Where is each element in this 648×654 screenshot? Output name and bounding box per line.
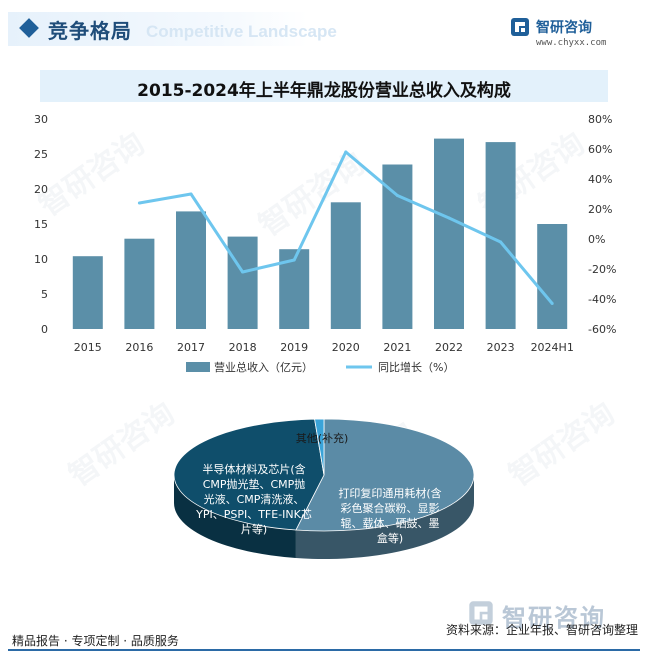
pie-slice	[295, 418, 475, 532]
chart-title-bar: 2015-2024年上半年鼎龙股份营业总收入及构成	[40, 70, 608, 102]
y-left-tick-label: 15	[34, 218, 48, 231]
y-right-tick-label: 20%	[588, 203, 612, 216]
revenue-bar	[330, 202, 361, 329]
revenue-bar	[176, 211, 206, 329]
revenue-composition-pie-chart: 打印复印通用耗材(含彩色聚合碳粉、显影辊、载体、硒鼓、墨盒等) 半导体材料及芯片(…	[173, 418, 475, 559]
data-source: 资料来源：企业年报、智研咨询整理	[445, 623, 638, 637]
page-header: Competitive Landscape 竞争格局 智研咨询 www.chyx…	[0, 0, 648, 62]
pie-slice	[173, 418, 325, 531]
y-right-tick-label: -60%	[588, 323, 616, 336]
growth-point	[344, 150, 348, 154]
footer-slogan: 精品报告 · 专项定制 · 品质服务	[12, 634, 179, 648]
growth-point	[189, 192, 193, 196]
pie-slice-side	[295, 475, 475, 559]
revenue-bar	[434, 138, 464, 329]
section-title: 竞争格局	[48, 19, 132, 43]
growth-point	[447, 216, 451, 220]
legend-label-revenue: 营业总收入（亿元）	[214, 360, 313, 374]
section-ghost-title: Competitive Landscape	[146, 22, 337, 41]
brand-logo-icon	[511, 18, 529, 36]
footer-divider	[8, 649, 640, 651]
pie-slice-side	[174, 475, 296, 559]
y-left-tick-label: 30	[34, 113, 48, 126]
revenue-bar	[485, 142, 516, 329]
growth-point	[292, 258, 296, 262]
y-left-tick-label: 10	[34, 253, 48, 266]
x-tick-label: 2018	[229, 341, 257, 354]
chart-title: 2015-2024年上半年鼎龙股份营业总收入及构成	[137, 81, 511, 101]
footer-brand-logo-icon	[469, 601, 493, 625]
x-tick-label: 2019	[280, 341, 308, 354]
brand-logo-block: 智研咨询 www.chyxx.com	[508, 14, 628, 54]
x-tick-label: 2017	[177, 341, 205, 354]
brand-url: www.chyxx.com	[536, 38, 607, 48]
brand-name: 智研咨询	[536, 20, 592, 36]
growth-point	[395, 194, 399, 197]
x-tick-label: 2024H1	[531, 341, 574, 354]
legend-label-growth: 同比增长（%）	[378, 360, 454, 374]
x-tick-label: 2015	[74, 341, 102, 354]
pie-slice-label: 其他(补充)	[296, 431, 349, 445]
x-tick-label: 2021	[383, 341, 411, 354]
pie-slice	[314, 418, 325, 476]
x-tick-label: 2022	[435, 341, 463, 354]
x-tick-label: 2023	[487, 341, 515, 354]
revenue-bar-line-chart: 0 5 10 15 20 25 30 80% 60% 40% 20% 0% -20% -40% -60% 20…	[34, 113, 616, 374]
pie-slice-label: 打印复印通用耗材(含彩色聚合碳粉、显影辊、载体、硒鼓、墨盒等)	[338, 486, 441, 545]
growth-point	[499, 240, 503, 244]
footer-brand: 智研咨询	[468, 598, 638, 632]
legend-swatch-revenue	[186, 362, 210, 372]
revenue-bar	[72, 256, 103, 329]
revenue-bar	[124, 238, 155, 329]
page-footer: 智研咨询 资料来源：企业年报、智研咨询整理 精品报告 · 专项定制 · 品质服务	[0, 596, 648, 654]
x-tick-label: 2020	[332, 341, 360, 354]
revenue-bar	[382, 164, 413, 329]
growth-point	[550, 302, 554, 305]
y-left-tick-label: 25	[34, 148, 48, 161]
y-right-tick-label: 0%	[588, 233, 605, 246]
y-left-tick-label: 0	[41, 323, 48, 336]
y-right-tick-label: -40%	[588, 293, 616, 306]
revenue-bar	[537, 224, 568, 329]
y-right-tick-label: 80%	[588, 113, 612, 126]
y-right-tick-label: -20%	[588, 263, 616, 276]
growth-point	[137, 201, 141, 205]
section-title-bar	[8, 12, 308, 46]
y-right-tick-label: 60%	[588, 143, 612, 156]
y-right-tick-label: 40%	[588, 173, 612, 186]
revenue-bar	[227, 236, 258, 329]
growth-point	[241, 270, 245, 274]
footer-brand-name: 智研咨询	[502, 604, 606, 632]
x-tick-label: 2016	[125, 341, 153, 354]
y-left-tick-label: 5	[41, 288, 48, 301]
y-left-tick-label: 20	[34, 183, 48, 196]
pie-slice-label: 半导体材料及芯片(含 CMP抛光垫、CMP抛光液、CMP清洗液、 YPI、PSPI、…	[195, 462, 312, 536]
